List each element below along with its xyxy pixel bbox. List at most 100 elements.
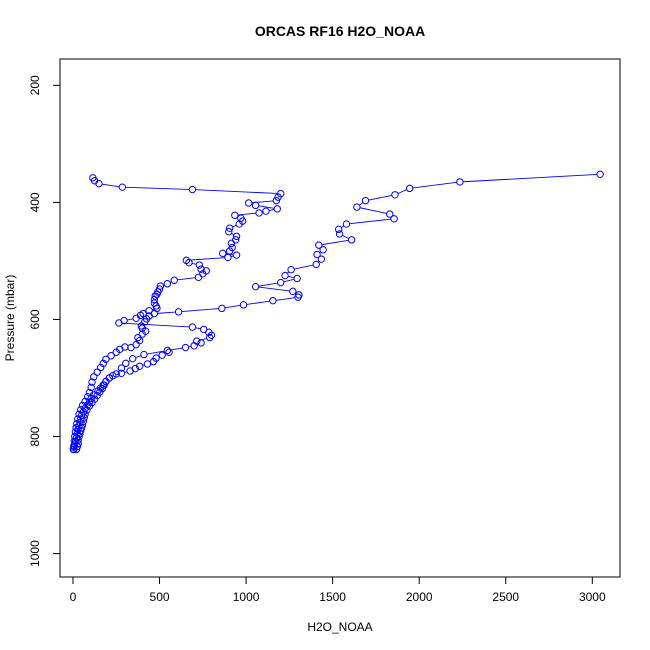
series-segment [258,286,290,292]
data-point [163,346,172,355]
data-point [335,225,343,234]
data-point [145,306,153,315]
data-point [231,211,239,219]
series-segment [125,186,190,190]
x-tick-label: 0 [70,590,77,604]
data-point [188,185,197,194]
data-point [218,304,226,313]
data-point [232,251,241,259]
data-point [386,210,394,218]
data-point [294,293,302,301]
data-point [83,393,92,401]
series-segment [397,189,407,194]
data-point [319,246,327,254]
data-point [219,249,227,258]
series-segment [122,322,190,328]
series-segment [232,224,237,228]
data-point [79,417,88,426]
series-layer [69,170,604,454]
y-axis-label: Pressure (mbar) [3,275,17,362]
x-tick-label: 3000 [579,590,606,604]
series-segment [102,183,120,188]
x-tick-label: 1000 [233,590,260,604]
data-point [170,276,178,284]
data-point [274,193,282,201]
data-point [289,287,297,296]
data-point [74,439,82,448]
data-point [188,323,197,331]
data-point [163,280,172,288]
data-point [312,260,320,269]
x-tick-label: 500 [150,590,170,604]
data-point [225,224,234,232]
data-point [143,360,152,368]
data-point [405,184,414,193]
chart-title: ORCAS RF16 H2O_NOAA [255,23,425,39]
data-point [251,201,260,210]
data-point [81,410,89,418]
data-point [456,178,464,186]
data-point [87,383,95,392]
y-tick-label: 600 [28,309,42,329]
data-point [115,319,123,327]
series-segment [135,355,142,359]
data-point [269,297,277,305]
data-point [224,253,232,262]
data-point [596,170,604,179]
data-point [140,350,148,359]
series-segment [321,239,349,246]
series-segment [359,207,387,214]
data-point [194,273,203,282]
data-point [96,363,105,372]
data-point [361,196,370,205]
data-point [156,282,165,290]
data-point [353,203,361,211]
data-point [109,371,117,380]
series-segment [342,234,349,239]
data-point [107,352,115,360]
data-point [151,292,159,300]
data-point [255,209,263,217]
data-point [122,359,130,368]
data-point [83,406,91,414]
data-point [99,359,107,368]
data-point [225,227,233,236]
series-segment [412,181,457,189]
data-point [181,343,190,352]
data-point [182,256,191,265]
data-point [152,354,160,362]
data-point [391,191,399,199]
data-point [342,220,351,228]
y-tick-label: 400 [28,192,42,212]
series-segment [368,194,392,201]
data-point [315,241,323,249]
data-point [251,282,260,291]
data-point [273,205,281,213]
series-2 [70,174,285,454]
series-segment [269,209,275,211]
data-point [131,364,140,373]
x-axis: 0 500 1000 1500 2000 2500 3000 [70,576,606,604]
data-point [98,384,107,393]
series-segment [276,297,295,301]
x-tick-label: 2000 [406,590,433,604]
series-segment [189,257,225,261]
series-segment [157,311,176,314]
series-segment [191,262,197,265]
data-point [85,388,94,397]
series-segment [127,318,134,321]
data-point [117,364,126,372]
y-tick-label: 800 [28,426,42,446]
data-point [272,196,281,205]
data-point [195,261,204,269]
series-segment [195,189,278,194]
data-point [100,381,108,389]
data-point [197,265,205,273]
y-tick-label: 200 [28,75,42,95]
y-tick-label: 1000 [28,540,42,567]
series-segment [177,277,196,281]
data-point [102,355,110,363]
data-point [78,421,87,429]
data-point [190,342,198,350]
series-segment [147,350,165,355]
